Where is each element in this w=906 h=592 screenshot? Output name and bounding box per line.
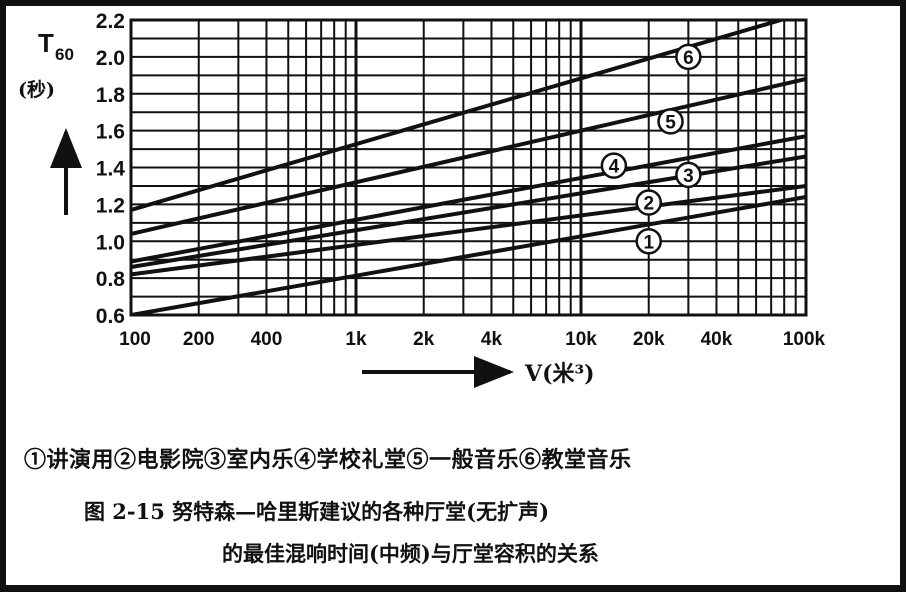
y-tick-label: 1.4 bbox=[96, 158, 126, 181]
reverberation-chart: 1 2 3 4 5 6 0.6 0.8 1.0 1.2 1.4 1.6 1.8 2.0 2.2 100 20… bbox=[18, 10, 826, 388]
y-tick-label: 2.0 bbox=[96, 47, 125, 70]
series-line-1 bbox=[131, 195, 806, 315]
plot-frame bbox=[129, 18, 808, 317]
x-tick-label: 10k bbox=[565, 329, 597, 350]
x-tick-label: 40k bbox=[701, 329, 733, 350]
y-axis-label-subscript: 60 bbox=[55, 45, 74, 64]
x-tick-labels: 100 200 400 1k 2k 4k 10k 20k 40k 100k bbox=[119, 329, 825, 350]
x-axis-label: V(米³) bbox=[524, 361, 595, 387]
series-marker-label-3: 3 bbox=[683, 166, 694, 187]
x-tick-label: 20k bbox=[633, 329, 665, 350]
figure-caption-line-1: 图 2-15 努特森—哈里斯建议的各种厅堂(无扩声) bbox=[84, 499, 550, 524]
series-lines bbox=[131, 20, 806, 315]
y-tick-label: 2.2 bbox=[96, 10, 125, 33]
y-tick-labels: 0.6 0.8 1.0 1.2 1.4 1.6 1.8 2.0 2.2 bbox=[96, 10, 126, 328]
y-tick-label: 1.6 bbox=[96, 121, 125, 144]
x-tick-label: 1k bbox=[345, 329, 367, 350]
series-marker-6 bbox=[675, 43, 702, 71]
x-tick-label: 4k bbox=[481, 329, 503, 350]
series-line-4 bbox=[131, 134, 806, 264]
series-line-5 bbox=[131, 77, 806, 236]
frame-border-bottom bbox=[0, 585, 906, 592]
y-tick-label: 0.6 bbox=[96, 305, 125, 328]
frame-border-left bbox=[0, 0, 6, 592]
series-marker-label-5: 5 bbox=[665, 112, 676, 133]
series-marker-label-4: 4 bbox=[609, 157, 620, 178]
y-axis-label-main: T bbox=[38, 28, 54, 58]
series-marker-label-6: 6 bbox=[683, 48, 694, 69]
grid bbox=[131, 20, 806, 315]
x-tick-label: 400 bbox=[251, 329, 283, 350]
series-markers: 1 2 3 4 5 6 bbox=[600, 43, 702, 255]
series-marker-1 bbox=[635, 228, 662, 255]
y-tick-label: 1.0 bbox=[96, 231, 125, 254]
series-marker-label-1: 1 bbox=[643, 232, 654, 253]
figure-caption-line-2: 的最佳混响时间(中频)与厅堂容积的关系 bbox=[222, 541, 599, 566]
y-tick-label: 0.8 bbox=[96, 268, 126, 291]
y-axis-label-unit: (秒) bbox=[18, 78, 55, 101]
frame-border-right bbox=[900, 0, 906, 592]
frame-border-top bbox=[0, 0, 906, 6]
x-tick-label: 200 bbox=[183, 329, 215, 350]
series-marker-3 bbox=[675, 161, 702, 189]
y-tick-label: 1.8 bbox=[96, 84, 126, 107]
legend: ①讲演用②电影院③室内乐④学校礼堂⑤一般音乐⑥教堂音乐 bbox=[24, 447, 632, 473]
series-line-2 bbox=[131, 183, 806, 277]
series-marker-2 bbox=[635, 189, 662, 216]
series-marker-4 bbox=[600, 152, 628, 179]
y-tick-label: 1.2 bbox=[96, 194, 125, 217]
series-marker-label-2: 2 bbox=[643, 194, 654, 215]
x-tick-label: 100 bbox=[119, 329, 151, 350]
series-marker-5 bbox=[657, 108, 684, 135]
x-tick-label: 2k bbox=[413, 329, 435, 350]
x-tick-label: 100k bbox=[783, 329, 826, 350]
